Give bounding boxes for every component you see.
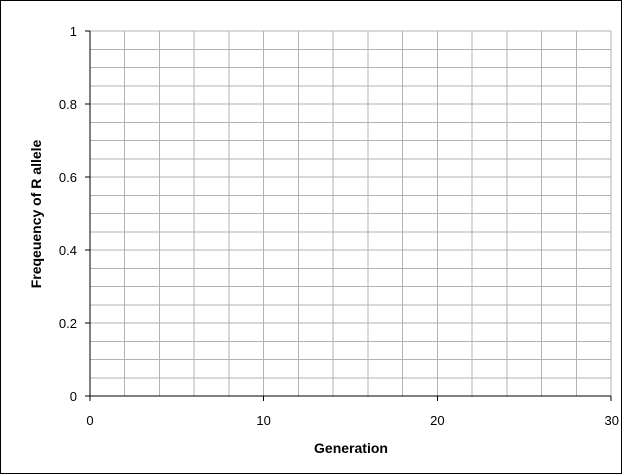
x-tick-label: 0 xyxy=(86,413,93,428)
y-axis-title: Freqeuency of R allele xyxy=(28,139,44,288)
y-tick-label: 0.2 xyxy=(59,316,77,331)
x-axis-title: Generation xyxy=(314,440,388,456)
y-tick-label: 0 xyxy=(70,389,77,404)
tick-label-layer: 00.20.40.60.810 10 20 30 xyxy=(59,24,619,428)
x-tick-label: 20 xyxy=(430,413,444,428)
grid-layer xyxy=(90,30,612,396)
y-tick-label: 0.8 xyxy=(59,97,77,112)
y-tick-label: 0.6 xyxy=(59,170,77,185)
x-tick-label: 10 xyxy=(256,413,270,428)
x-tick-label: 30 xyxy=(605,413,619,428)
y-tick-label: 0.4 xyxy=(59,243,77,258)
axis-layer xyxy=(85,30,612,401)
y-tick-label: 1 xyxy=(70,24,77,39)
